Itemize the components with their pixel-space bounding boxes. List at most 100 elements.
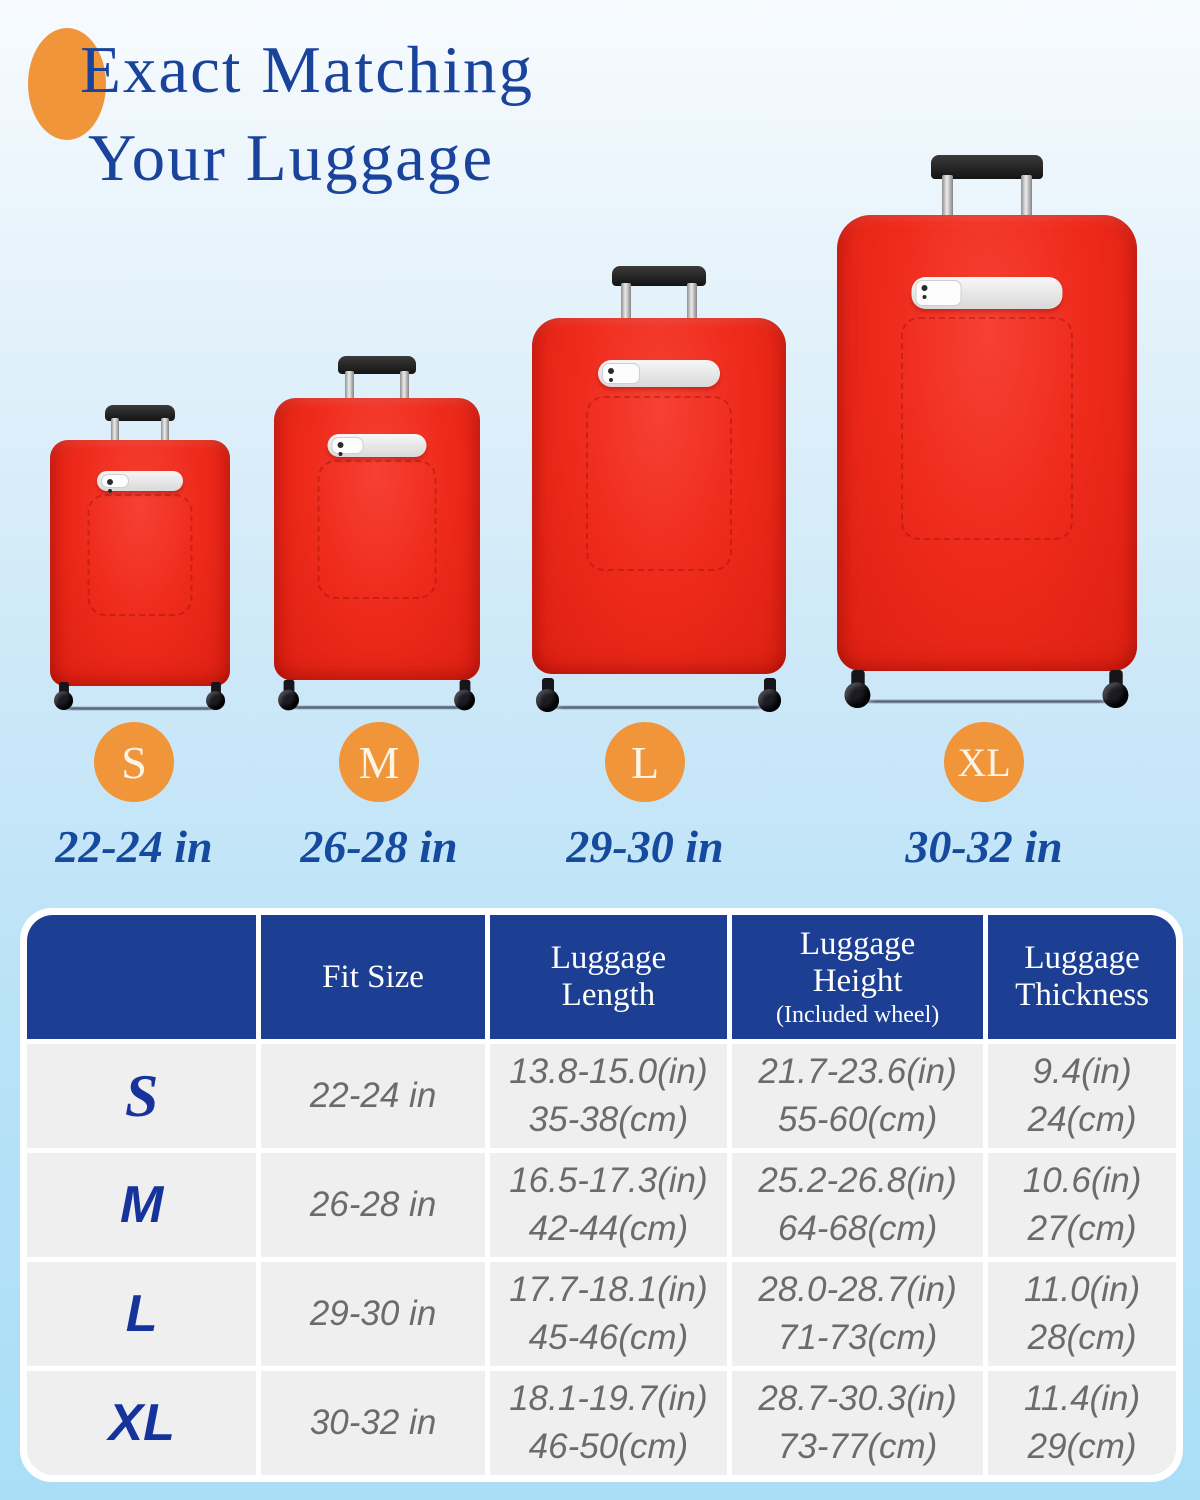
suitcase-l — [525, 266, 793, 712]
cell-value: 10.6(in) — [1022, 1160, 1142, 1200]
cell-value: 29-30 in — [309, 1293, 437, 1333]
header-luggage-height: Luggage Height (Included wheel) — [732, 915, 984, 1039]
cell-value: 73-77(cm) — [777, 1427, 938, 1466]
handle-grip — [612, 266, 706, 286]
row-m-letter: M — [27, 1153, 257, 1257]
cell-value: 64-68(cm) — [777, 1209, 938, 1248]
row-xl-thickness: 11.4(in) 29(cm) — [988, 1371, 1176, 1475]
ground-shadow — [61, 707, 219, 710]
size-range-l: 29-30 in — [566, 821, 724, 872]
phone-icon — [331, 437, 364, 454]
row-l-length: 17.7-18.1(in) 45-46(cm) — [489, 1262, 728, 1366]
cell-value: 29(cm) — [1027, 1427, 1137, 1466]
row-xl-height: 28.7-30.3(in) 73-77(cm) — [732, 1371, 984, 1475]
pocket-strip — [911, 277, 1063, 309]
pocket-seam — [87, 494, 193, 616]
cell-value: 22-24 in — [309, 1075, 437, 1115]
cell-value: 35-38(cm) — [528, 1100, 689, 1139]
cell-value: 16.5-17.3(in) — [509, 1160, 708, 1200]
row-xl-fit: 30-32 in — [261, 1371, 485, 1475]
handle-post-right — [687, 283, 697, 319]
cell-value: 11.4(in) — [1024, 1378, 1141, 1418]
wheel-icon — [205, 682, 226, 710]
cell-value: 18.1-19.7(in) — [509, 1378, 708, 1418]
ground-shadow — [547, 706, 771, 709]
luggage-cover — [532, 318, 786, 674]
wheel-icon — [277, 679, 300, 711]
cell-value: 28.0-28.7(in) — [758, 1269, 957, 1309]
size-letter: XL — [108, 1394, 175, 1452]
row-s-length: 13.8-15.0(in) 35-38(cm) — [489, 1044, 728, 1148]
size-letter: M — [120, 1176, 164, 1234]
size-badge-m: M — [339, 722, 419, 802]
wheel-icon — [843, 669, 872, 709]
pocket-seam — [317, 460, 437, 599]
header-fit-size: Fit Size — [261, 915, 485, 1039]
size-table: Fit Size Luggage Length Luggage Height (I… — [20, 908, 1183, 1482]
wheel-icon — [1101, 669, 1130, 709]
row-m-fit: 26-28 in — [261, 1153, 485, 1257]
pocket-strip — [327, 434, 427, 457]
size-letter: S — [124, 1062, 159, 1129]
suitcase-s — [45, 405, 235, 713]
size-range-s: 22-24 in — [55, 821, 213, 872]
pocket-seam — [901, 317, 1073, 540]
suitcase-xl — [831, 155, 1143, 709]
size-range-m: 26-28 in — [300, 821, 458, 872]
handle-grip — [105, 405, 175, 421]
row-m-length: 16.5-17.3(in) 42-44(cm) — [489, 1153, 728, 1257]
cell-value: 42-44(cm) — [528, 1209, 689, 1248]
handle-post-left — [111, 418, 119, 442]
ground-shadow — [286, 706, 468, 709]
header-luggage-thickness: Luggage Thickness — [988, 915, 1176, 1039]
phone-icon — [602, 363, 640, 384]
row-m-thickness: 10.6(in) 27(cm) — [988, 1153, 1176, 1257]
cell-value: 55-60(cm) — [777, 1100, 938, 1139]
header-label: Luggage Thickness — [1015, 940, 1149, 1013]
header-label: Luggage Height — [799, 925, 916, 999]
wheel-icon — [53, 682, 74, 710]
header-note: (Included wheel) — [775, 1001, 940, 1028]
handle-post-left — [942, 175, 953, 217]
header-luggage-length: Luggage Length — [489, 915, 728, 1039]
cell-value: 26-28 in — [309, 1184, 437, 1224]
cell-value: 71-73(cm) — [777, 1318, 938, 1357]
row-l-thickness: 11.0(in) 28(cm) — [988, 1262, 1176, 1366]
row-l-height: 28.0-28.7(in) 71-73(cm) — [732, 1262, 984, 1366]
row-xl-letter: XL — [27, 1371, 257, 1475]
pocket-strip — [598, 360, 720, 387]
handle-grip — [338, 356, 416, 374]
header-label: Fit Size — [322, 958, 424, 995]
row-s-letter: S — [27, 1044, 257, 1148]
cell-value: 17.7-18.1(in) — [509, 1269, 708, 1309]
cell-value: 24(cm) — [1027, 1100, 1137, 1139]
title-line-2: Your Luggage — [88, 121, 495, 196]
size-badge-xl: XL — [944, 722, 1024, 802]
row-s-height: 21.7-23.6(in) 55-60(cm) — [732, 1044, 984, 1148]
row-l-fit: 29-30 in — [261, 1262, 485, 1366]
title-line-1: Exact Matching — [80, 33, 535, 107]
size-letter: L — [125, 1285, 158, 1343]
row-l-letter: L — [27, 1262, 257, 1366]
page-title: Exact Matching Your Luggage — [80, 26, 534, 203]
cell-value: 45-46(cm) — [528, 1318, 689, 1357]
cell-value: 28(cm) — [1027, 1318, 1137, 1357]
handle-post-left — [621, 283, 631, 319]
title-accent-dot — [28, 28, 106, 140]
luggage-cover — [50, 440, 230, 686]
size-badge-s: S — [94, 722, 174, 802]
handle-post-right — [161, 418, 169, 442]
ground-shadow — [857, 700, 1117, 703]
wheel-icon — [453, 679, 476, 711]
phone-icon — [101, 474, 129, 488]
cell-value: 11.0(in) — [1024, 1269, 1141, 1309]
cell-value: 21.7-23.6(in) — [758, 1051, 957, 1091]
phone-icon — [915, 280, 962, 306]
cell-value: 25.2-26.8(in) — [758, 1160, 957, 1200]
row-s-fit: 22-24 in — [261, 1044, 485, 1148]
cell-value: 30-32 in — [309, 1402, 437, 1442]
handle-post-left — [345, 371, 354, 399]
handle-post-right — [400, 371, 409, 399]
pocket-seam — [586, 396, 732, 571]
